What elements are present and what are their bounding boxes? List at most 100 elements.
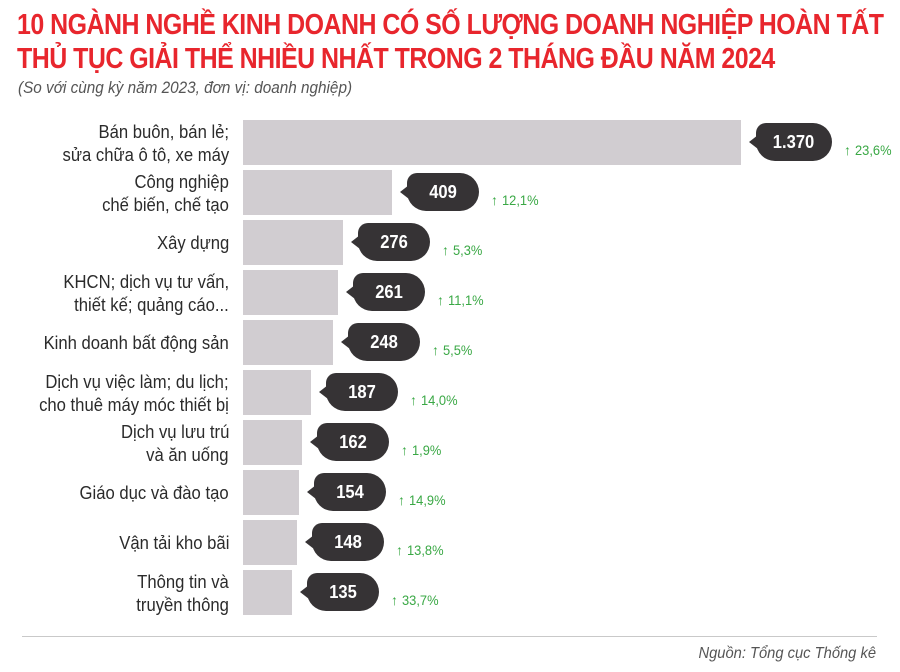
bar — [243, 170, 392, 215]
category-label-line-2: và ăn uống — [146, 443, 229, 465]
value-text: 135 — [329, 581, 357, 602]
category-label: Vận tải kho bãi — [0, 520, 229, 565]
up-arrow-icon: ↑ — [432, 342, 439, 358]
value-bubble: 1.370 — [749, 123, 832, 161]
change-percent: 33,7% — [402, 592, 439, 608]
category-label-line-2: thiết kế; quảng cáo... — [74, 293, 229, 315]
bar — [243, 370, 311, 415]
category-label: KHCN; dịch vụ tư vấn, thiết kế; quảng cáo… — [0, 270, 229, 315]
category-label: Kinh doanh bất động sản — [0, 320, 229, 365]
bar — [243, 520, 297, 565]
chart-title: 10 NGÀNH NGHỀ KINH DOANH CÓ SỐ LƯỢNG DOA… — [17, 8, 884, 76]
chart-row: Giáo dục và đào tạo 154 ↑ 14,9% — [0, 470, 900, 520]
bar — [243, 120, 741, 165]
category-label-line-1: Xây dựng — [156, 232, 229, 253]
source-note: Nguồn: Tổng cục Thống kê — [698, 645, 876, 662]
category-label-line-2: truyền thông — [136, 593, 229, 615]
value-bubble: 248 — [341, 323, 420, 361]
up-arrow-icon: ↑ — [398, 492, 405, 508]
value-text: 187 — [348, 381, 376, 402]
change-percent: 11,1% — [448, 292, 484, 308]
change-percent: 13,8% — [407, 542, 444, 558]
change-percent: 23,6% — [855, 142, 892, 158]
value-text: 154 — [336, 481, 364, 502]
bar — [243, 270, 338, 315]
value-bubble: 135 — [300, 573, 379, 611]
change-percent: 14,9% — [409, 492, 446, 508]
bar — [243, 220, 343, 265]
value-bubble: 162 — [310, 423, 389, 461]
chart-row: Bán buôn, bán lẻ; sửa chữa ô tô, xe máy 1.… — [0, 120, 900, 170]
change-percent: 1,9% — [412, 442, 442, 458]
category-label-line-1: Công nghiệp — [134, 170, 229, 192]
chart-row: KHCN; dịch vụ tư vấn, thiết kế; quảng cáo… — [0, 270, 900, 320]
up-arrow-icon: ↑ — [844, 142, 851, 158]
change-percent: 14,0% — [421, 392, 458, 408]
change-indicator: ↑ 23,6% — [844, 142, 895, 158]
value-text: 148 — [334, 531, 362, 552]
up-arrow-icon: ↑ — [491, 192, 498, 208]
category-label-line-1: Thông tin và — [137, 570, 229, 592]
change-indicator: ↑ 14,9% — [398, 492, 449, 508]
change-percent: 5,5% — [443, 342, 473, 358]
up-arrow-icon: ↑ — [437, 292, 444, 308]
category-label: Bán buôn, bán lẻ; sửa chữa ô tô, xe máy — [0, 120, 229, 165]
chart-row: Công nghiệp chế biến, chế tạo 409 ↑ 12,1% — [0, 170, 900, 220]
category-label: Xây dựng — [0, 220, 229, 265]
chart-row: Kinh doanh bất động sản 248 ↑ 5,5% — [0, 320, 900, 370]
change-indicator: ↑ 13,8% — [396, 542, 447, 558]
category-label: Thông tin và truyền thông — [0, 570, 229, 615]
category-label-line-1: Dịch vụ lưu trú — [120, 420, 229, 442]
category-label-line-1: Kinh doanh bất động sản — [43, 332, 229, 353]
value-bubble: 187 — [319, 373, 398, 411]
value-text: 162 — [339, 431, 367, 452]
category-label: Dịch vụ lưu trú và ăn uống — [0, 420, 229, 465]
value-bubble: 409 — [400, 173, 479, 211]
bar — [243, 320, 333, 365]
chart-row: Thông tin và truyền thông 135 ↑ 33,7% — [0, 570, 900, 620]
value-text: 248 — [370, 331, 398, 352]
category-label: Giáo dục và đào tạo — [0, 470, 229, 515]
chart-row: Xây dựng 276 ↑ 5,3% — [0, 220, 900, 270]
change-indicator: ↑ 12,1% — [491, 192, 542, 208]
change-percent: 5,3% — [453, 242, 483, 258]
value-bubble: 154 — [307, 473, 386, 511]
up-arrow-icon: ↑ — [401, 442, 408, 458]
category-label: Dịch vụ việc làm; du lịch; cho thuê máy m… — [0, 370, 229, 415]
category-label-line-1: Dịch vụ việc làm; du lịch; — [45, 370, 229, 392]
category-label-line-1: Bán buôn, bán lẻ; — [98, 120, 229, 142]
value-text: 276 — [380, 231, 408, 252]
bar — [243, 570, 292, 615]
category-label-line-1: Giáo dục và đào tạo — [79, 482, 229, 503]
value-bubble: 276 — [351, 223, 430, 261]
category-label-line-1: KHCN; dịch vụ tư vấn, — [63, 270, 229, 292]
change-indicator: ↑ 5,5% — [432, 342, 475, 358]
value-bubble: 148 — [305, 523, 384, 561]
footer-divider — [22, 636, 877, 637]
category-label: Công nghiệp chế biến, chế tạo — [0, 170, 229, 215]
value-text: 1.370 — [773, 131, 815, 152]
chart-title-line-2: THỦ TỤC GIẢI THỂ NHIỀU NHẤT TRONG 2 THÁN… — [17, 43, 775, 75]
up-arrow-icon: ↑ — [396, 542, 403, 558]
change-indicator: ↑ 5,3% — [442, 242, 485, 258]
up-arrow-icon: ↑ — [391, 592, 398, 608]
category-label-line-2: sửa chữa ô tô, xe máy — [62, 143, 229, 165]
chart-row: Vận tải kho bãi 148 ↑ 13,8% — [0, 520, 900, 570]
up-arrow-icon: ↑ — [442, 242, 449, 258]
chart-row: Dịch vụ việc làm; du lịch; cho thuê máy m… — [0, 370, 900, 420]
value-bubble: 261 — [346, 273, 425, 311]
value-text: 409 — [429, 181, 457, 202]
category-label-line-2: cho thuê máy móc thiết bị — [39, 393, 229, 415]
change-indicator: ↑ 11,1% — [437, 292, 487, 308]
change-indicator: ↑ 1,9% — [401, 442, 444, 458]
up-arrow-icon: ↑ — [410, 392, 417, 408]
change-indicator: ↑ 33,7% — [391, 592, 442, 608]
chart-row: Dịch vụ lưu trú và ăn uống 162 ↑ 1,9% — [0, 420, 900, 470]
bar — [243, 470, 299, 515]
category-label-line-2: chế biến, chế tạo — [102, 193, 229, 215]
change-indicator: ↑ 14,0% — [410, 392, 461, 408]
value-text: 261 — [375, 281, 403, 302]
category-label-line-1: Vận tải kho bãi — [118, 532, 229, 553]
chart-subtitle: (So với cùng kỳ năm 2023, đơn vị: doanh … — [18, 78, 353, 97]
